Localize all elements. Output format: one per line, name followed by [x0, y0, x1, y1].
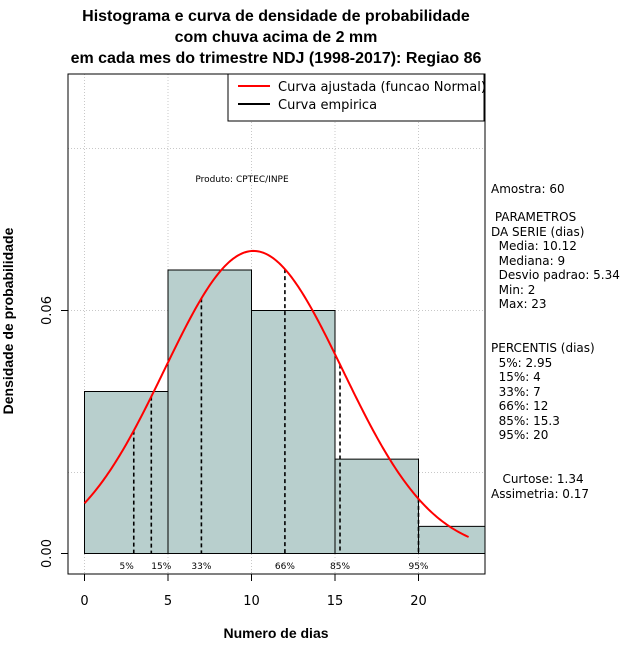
percentile-label: 66% — [275, 562, 295, 572]
parameter-line: Desvio padrao: 5.34 — [491, 268, 620, 282]
percentile-stat-line: PERCENTIS (dias) — [491, 341, 595, 355]
parameter-line: Max: 23 — [491, 297, 547, 311]
histogram-bar — [251, 310, 336, 554]
legend-label-normal: Curva ajustada (funcao Normal) — [278, 80, 486, 95]
legend-box — [227, 73, 485, 122]
histogram-bar — [334, 458, 419, 555]
percentile-label: 5% — [119, 562, 134, 572]
percentile-stat-line: 85%: 15.3 — [491, 413, 560, 428]
percentile-label: 33% — [191, 562, 211, 572]
percentile-label: 15% — [151, 562, 171, 572]
parameter-line: Media: 10.12 — [491, 239, 577, 253]
chart-title-line: Histograma e curva de densidade de proba… — [82, 8, 470, 25]
x-tick-label: 0 — [80, 594, 88, 609]
y-tick-label: 0.06 — [40, 296, 55, 325]
chart-title-line: com chuva acima de 2 mm — [175, 29, 378, 46]
y-axis: 0.00 0.06 — [40, 296, 69, 568]
percentiles-panel: PERCENTIS (dias) 5%: 2.95 15%: 4 33%: 7 … — [491, 341, 595, 443]
y-tick-label: 0.00 — [40, 539, 55, 568]
x-tick-label: 5 — [164, 594, 172, 609]
legend-label-empirical: Curva empirica — [278, 98, 377, 113]
series-parameters: PARAMETROS DA SERIE (dias) Media: 10.12 M… — [491, 210, 620, 312]
chart-title-line: em cada mes do trimestre NDJ (1998-2017)… — [71, 50, 482, 67]
x-tick-label: 20 — [410, 594, 427, 609]
histogram-bar — [167, 269, 252, 554]
legend: Curva ajustada (funcao Normal) Curva emp… — [227, 73, 486, 122]
percentile-label: 95% — [408, 562, 428, 572]
shape-stat-line: Assimetria: 0.17 — [491, 486, 590, 501]
x-axis: 0 5 10 15 20 — [80, 573, 427, 609]
percentile-stat-line: 66%: 12 — [491, 399, 549, 413]
percentile-stat-line: 5%: 2.95 — [491, 355, 553, 370]
product-annotation: Produto: CPTEC/INPE — [195, 175, 289, 185]
normal-fit-curve — [83, 249, 470, 538]
percentile-stat-line: 33%: 7 — [491, 384, 541, 399]
x-tick-label: 15 — [327, 594, 344, 609]
percentile-lines: 5% 15% 33% 66% 85% 95% — [119, 269, 429, 572]
x-axis-label: Numero de dias — [223, 625, 328, 641]
x-tick-label: 10 — [243, 594, 260, 609]
percentile-stat-line: 95%: 20 — [491, 428, 549, 442]
percentile-label: 85% — [330, 562, 350, 572]
histogram-bar — [418, 525, 486, 554]
shape-statistics: Curtose: 1.34 Assimetria: 0.17 — [491, 472, 589, 501]
chart-title: Histograma e curva de densidade de proba… — [71, 8, 482, 67]
sample-size: Amostra: 60 — [491, 182, 565, 196]
parameter-line: Mediana: 9 — [491, 253, 566, 268]
y-axis-label: Densidade de probabilidade — [0, 227, 16, 414]
parameter-line: PARAMETROS — [491, 210, 577, 224]
percentile-stat-line: 15%: 4 — [491, 370, 541, 384]
histogram-bars — [84, 269, 486, 555]
histogram-bar — [84, 391, 169, 554]
parameter-line: Min: 2 — [491, 282, 536, 297]
parameter-line: DA SERIE (dias) — [491, 224, 585, 239]
shape-stat-line: Curtose: 1.34 — [491, 472, 584, 486]
